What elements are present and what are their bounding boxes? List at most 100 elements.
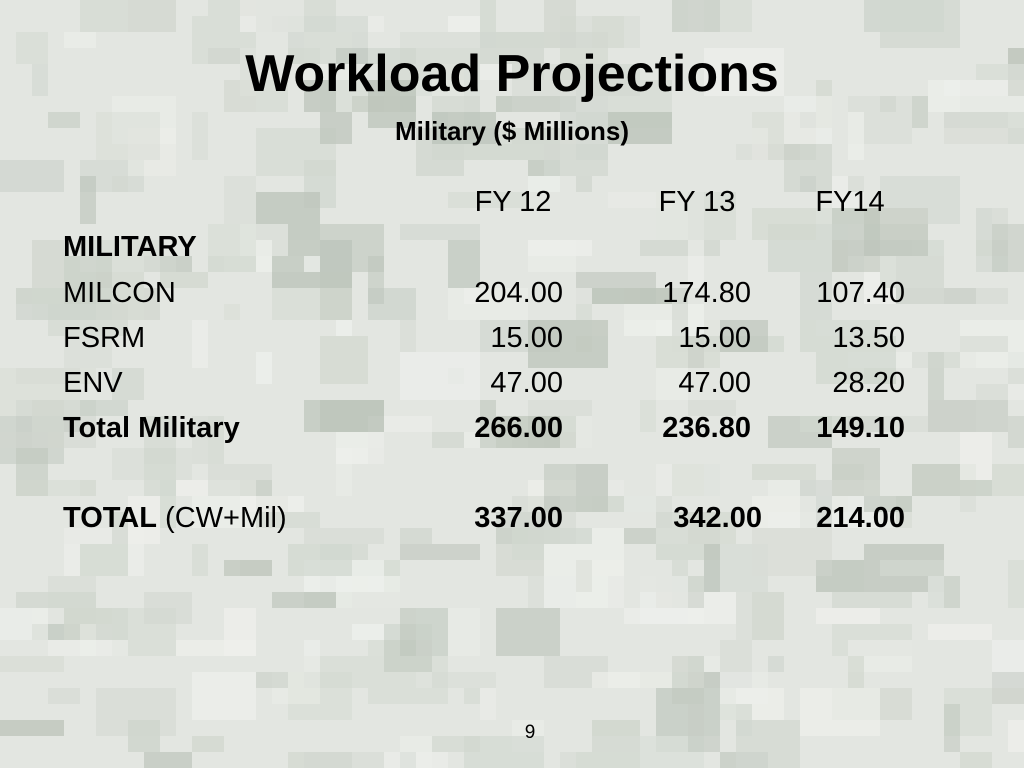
camo-blotch [816, 560, 864, 592]
camo-blotch [976, 384, 1008, 432]
camo-blotch [960, 336, 1008, 352]
camo-blotch [16, 448, 48, 496]
camo-blotch [672, 464, 704, 496]
camo-blotch [384, 752, 448, 768]
camo-blotch [944, 688, 992, 736]
camo-blotch [448, 288, 528, 320]
camo-blotch [144, 416, 176, 464]
camo-blotch [80, 256, 96, 272]
grand-total-label: TOTAL [63, 502, 157, 534]
camo-blotch [192, 416, 208, 464]
camo-blotch [176, 480, 256, 496]
cell-env-fy12: 47.00 [490, 367, 563, 399]
camo-blotch [512, 64, 544, 80]
camo-blotch [112, 512, 128, 544]
camo-blotch [0, 608, 48, 640]
camo-blotch [560, 16, 640, 48]
camo-blotch [816, 608, 880, 624]
camo-blotch [560, 96, 576, 128]
column-header-fy14: FY14 [815, 186, 885, 218]
camo-blotch [656, 192, 688, 240]
camo-blotch [720, 672, 768, 704]
camo-blotch [64, 32, 96, 48]
camo-blotch [224, 304, 240, 320]
camo-blotch [624, 304, 704, 336]
camo-blotch [832, 208, 880, 240]
camo-blotch [576, 560, 624, 608]
grand-total-label-suffix: (CW+Mil) [165, 502, 287, 534]
camo-blotch [848, 656, 864, 688]
camo-blotch [192, 112, 208, 160]
camo-blotch [768, 656, 784, 672]
camo-blotch [656, 192, 736, 240]
camo-blotch [112, 176, 128, 192]
camo-blotch [96, 112, 160, 160]
camo-blotch [320, 336, 368, 384]
camo-blotch [704, 48, 784, 96]
camo-blotch [400, 32, 480, 80]
camo-blotch [992, 464, 1024, 496]
camo-blotch [960, 480, 976, 512]
camo-blotch [192, 544, 208, 576]
cell-grand-total-fy13: 342.00 [673, 502, 762, 534]
camo-blotch [656, 688, 720, 736]
camo-blotch [1008, 720, 1024, 752]
camo-blotch [256, 512, 320, 528]
cell-milcon-fy14: 107.40 [816, 277, 905, 309]
column-header-fy13: FY 13 [658, 186, 736, 218]
camo-blotch [0, 720, 64, 736]
camo-blotch [208, 416, 224, 464]
camo-blotch [592, 672, 672, 688]
camo-blotch [64, 416, 80, 432]
camo-blotch [656, 336, 720, 368]
camo-blotch [432, 112, 496, 144]
camo-blotch [800, 272, 832, 320]
camo-blotch [848, 112, 864, 160]
camo-blotch [800, 416, 880, 432]
camo-blotch [160, 272, 208, 288]
camo-blotch [96, 688, 176, 736]
camo-blotch [512, 416, 528, 432]
camo-blotch [784, 144, 832, 192]
camo-blotch [720, 544, 768, 592]
camo-blotch [528, 576, 544, 608]
camo-blotch [944, 704, 960, 752]
camo-blotch [800, 688, 880, 736]
camo-blotch [112, 368, 144, 400]
camo-blotch [720, 704, 736, 720]
camo-blotch [976, 208, 1008, 256]
camo-blotch [224, 80, 288, 112]
cell-env-fy13: 47.00 [678, 367, 751, 399]
camo-blotch [224, 560, 272, 576]
camo-blotch [224, 176, 256, 224]
camo-blotch [720, 704, 736, 720]
camo-blotch [80, 400, 128, 416]
camo-blotch [704, 656, 720, 672]
camo-blotch [496, 416, 560, 448]
camo-blotch [640, 400, 656, 432]
camo-blotch [288, 752, 352, 768]
camo-blotch [272, 592, 336, 608]
camo-blotch [992, 224, 1024, 272]
cell-milcon-fy12: 204.00 [474, 277, 563, 309]
camo-blotch [64, 336, 112, 368]
camo-blotch [480, 32, 544, 64]
camo-blotch [304, 80, 336, 112]
camo-blotch [112, 96, 176, 144]
camo-blotch [928, 576, 944, 608]
camo-blotch [1008, 560, 1024, 608]
camo-blotch [192, 320, 208, 368]
camo-blotch [336, 48, 368, 64]
camo-blotch [928, 624, 992, 640]
camo-blotch [480, 688, 496, 720]
camo-blotch [400, 544, 480, 560]
camo-blotch [752, 128, 768, 160]
section-heading-military: MILITARY [63, 231, 197, 263]
cell-fsrm-fy14: 13.50 [832, 322, 905, 354]
camo-blotch [1008, 416, 1024, 448]
camo-blotch [144, 256, 176, 272]
row-label-milcon: MILCON [63, 277, 176, 309]
camo-blotch [512, 128, 560, 160]
camo-blotch [832, 448, 880, 496]
